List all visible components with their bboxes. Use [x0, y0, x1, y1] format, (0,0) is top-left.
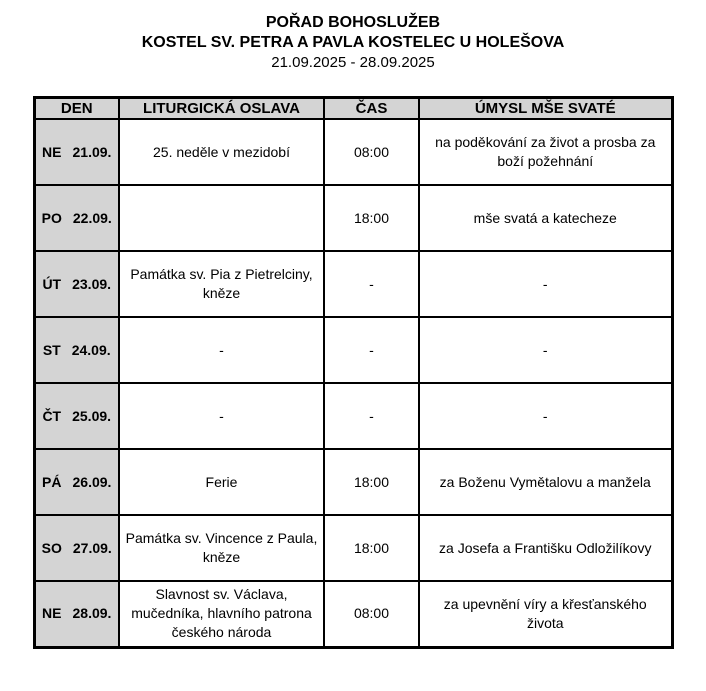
intention-cell: za Josefa a Františku Odložilíkovy	[418, 514, 673, 582]
celebration-cell: Památka sv. Pia z Pietrelciny, kněze	[118, 250, 325, 318]
time-cell: 18:00	[323, 448, 420, 516]
day-cell: ČT 25.09.	[33, 382, 120, 450]
time-cell: 18:00	[323, 514, 420, 582]
celebration-cell: -	[118, 316, 325, 384]
day-abbr: SO	[41, 539, 62, 556]
table-row: PO 22.09. 18:00 mše svatá a katecheze	[33, 184, 673, 252]
day-abbr: ÚT	[42, 275, 62, 292]
column-header-day: DEN	[33, 96, 120, 120]
intention-cell: na poděkování za život a prosba za boží …	[418, 118, 673, 186]
day-abbr: NE	[42, 605, 62, 622]
table-row: ÚT 23.09. Památka sv. Pia z Pietrelciny, …	[33, 250, 673, 318]
intention-cell: -	[418, 250, 673, 318]
celebration-cell: Ferie	[118, 448, 325, 516]
table-row: NE 21.09. 25. neděle v mezidobí 08:00 na …	[33, 118, 673, 186]
day-date: 21.09.	[72, 143, 112, 160]
time-cell: 18:00	[323, 184, 420, 252]
day-abbr: ST	[42, 341, 61, 358]
time-cell: -	[323, 382, 420, 450]
day-cell: PÁ 26.09.	[33, 448, 120, 516]
celebration-cell: Slavnost sv. Václava, mučedníka, hlavníh…	[118, 580, 325, 648]
day-date: 25.09.	[72, 407, 112, 424]
day-cell: PO 22.09.	[33, 184, 120, 252]
column-header-celebration: LITURGICKÁ OSLAVA	[118, 96, 325, 120]
day-date: 28.09.	[72, 605, 112, 622]
date-range: 21.09.2025 - 28.09.2025	[271, 54, 435, 71]
table-row: PÁ 26.09. Ferie 18:00 za Boženu Vymětalov…	[33, 448, 673, 516]
day-abbr: PÁ	[42, 473, 62, 490]
intention-cell: -	[418, 382, 673, 450]
document-header: POŘAD BOHOSLUŽEB KOSTEL SV. PETRA A PAVL…	[0, 0, 706, 73]
day-abbr: ČT	[42, 407, 62, 424]
day-date: 27.09.	[72, 539, 112, 556]
day-cell: ST 24.09.	[33, 316, 120, 384]
day-date: 24.09.	[71, 341, 111, 358]
table-row: ST 24.09. - - -	[33, 316, 673, 384]
column-header-time: ČAS	[323, 96, 420, 120]
column-header-intention: ÚMYSL MŠE SVATÉ	[418, 96, 673, 120]
celebration-cell: Památka sv. Vincence z Paula, kněze	[118, 514, 325, 582]
day-date: 22.09.	[72, 209, 112, 226]
intention-cell: za upevnění víry a křesťanského života	[418, 580, 673, 648]
intention-cell: za Boženu Vymětalovu a manžela	[418, 448, 673, 516]
time-cell: 08:00	[323, 118, 420, 186]
celebration-cell	[118, 184, 325, 252]
intention-cell: -	[418, 316, 673, 384]
day-date: 26.09.	[72, 473, 112, 490]
table-row: NE 28.09. Slavnost sv. Václava, mučedníka…	[33, 580, 673, 648]
day-cell: NE 28.09.	[33, 580, 120, 648]
time-cell: 08:00	[323, 580, 420, 648]
celebration-cell: -	[118, 382, 325, 450]
table-header-row: DEN LITURGICKÁ OSLAVA ČAS ÚMYSL MŠE SVAT…	[33, 96, 673, 120]
page-title: POŘAD BOHOSLUŽEB	[265, 14, 441, 31]
time-cell: -	[323, 250, 420, 318]
day-cell: ÚT 23.09.	[33, 250, 120, 318]
table-row: ČT 25.09. - - -	[33, 382, 673, 450]
table-row: SO 27.09. Památka sv. Vincence z Paula, k…	[33, 514, 673, 582]
church-name: KOSTEL SV. PETRA A PAVLA KOSTELEC U HOLE…	[141, 34, 565, 51]
day-date: 23.09.	[72, 275, 112, 292]
day-abbr: PO	[41, 209, 62, 226]
day-cell: NE 21.09.	[33, 118, 120, 186]
celebration-cell: 25. neděle v mezidobí	[118, 118, 325, 186]
day-abbr: NE	[42, 143, 62, 160]
service-schedule-table: DEN LITURGICKÁ OSLAVA ČAS ÚMYSL MŠE SVAT…	[32, 96, 674, 649]
intention-cell: mše svatá a katecheze	[418, 184, 673, 252]
day-cell: SO 27.09.	[33, 514, 120, 582]
time-cell: -	[323, 316, 420, 384]
